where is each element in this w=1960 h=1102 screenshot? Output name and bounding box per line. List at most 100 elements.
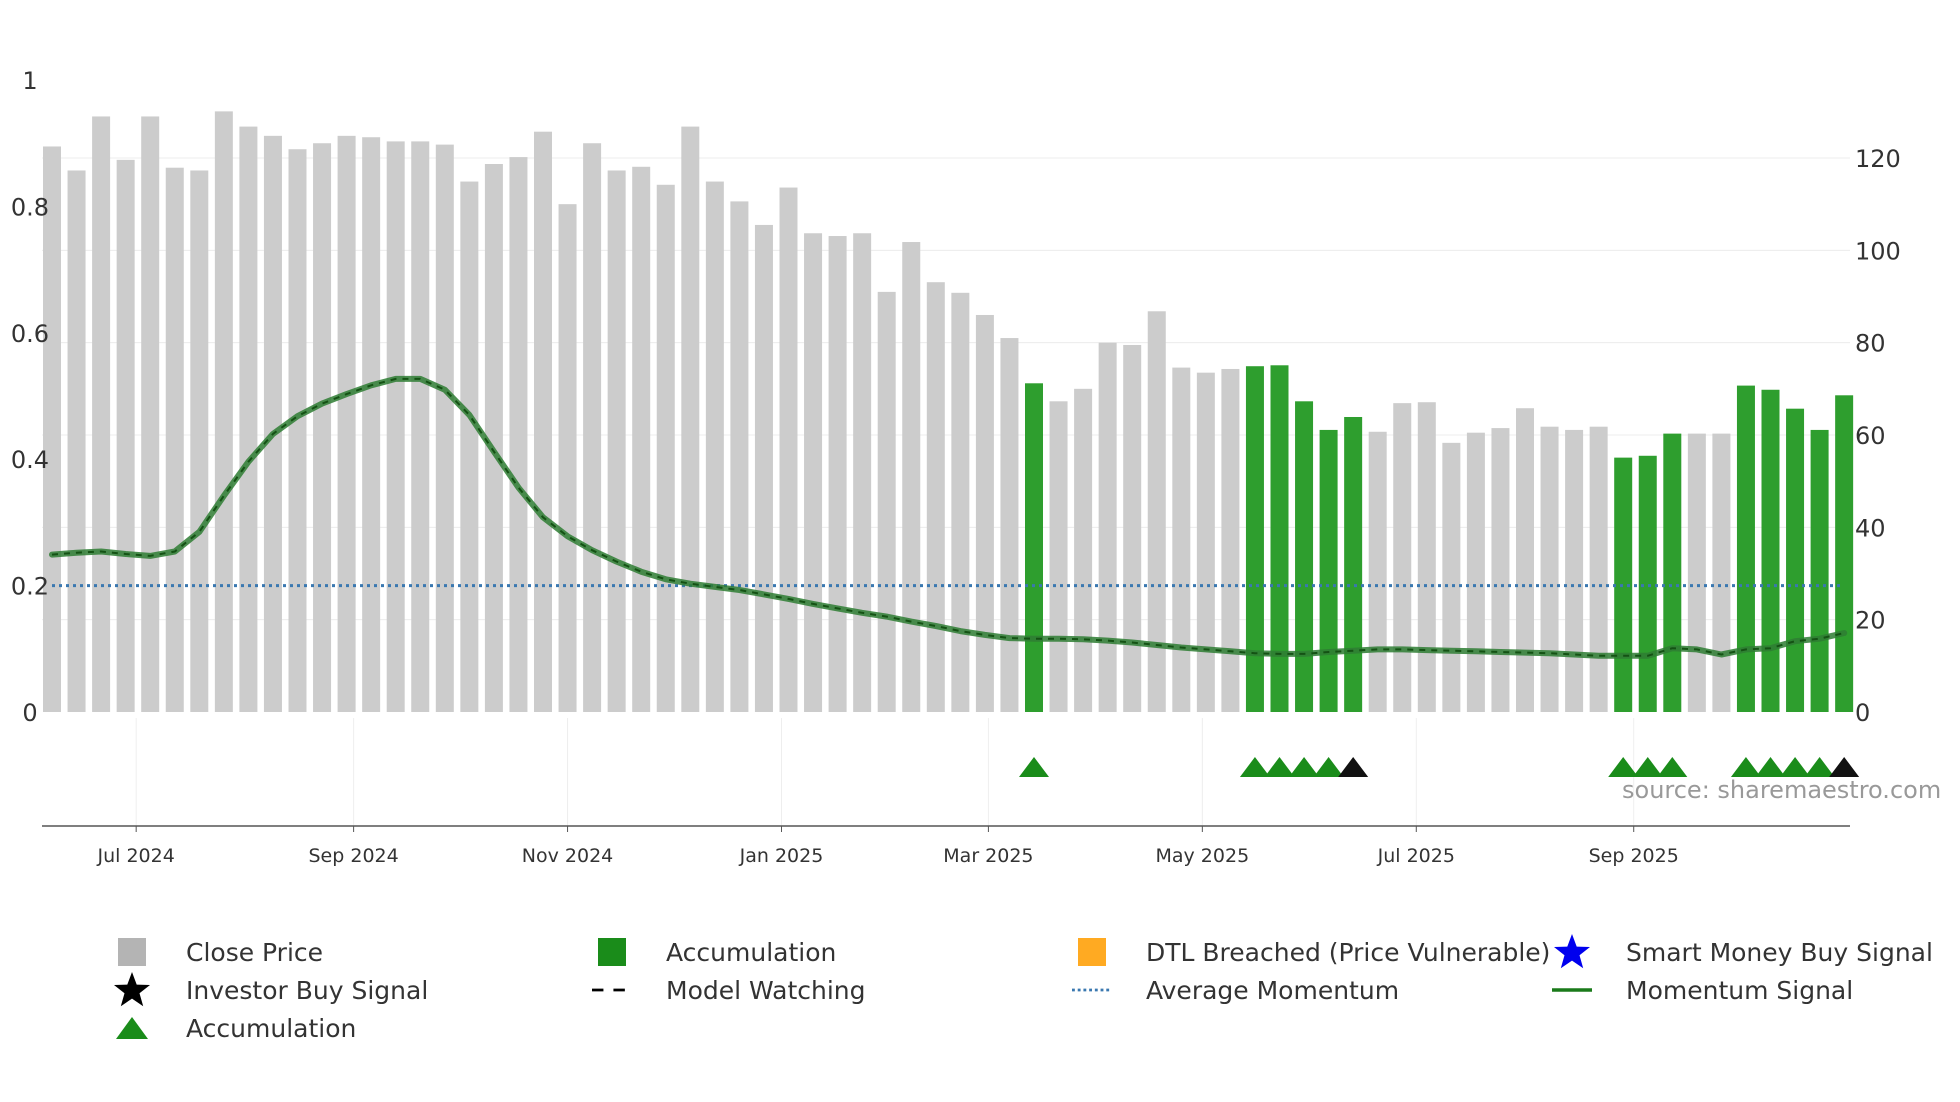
close-price-bar bbox=[460, 181, 479, 713]
x-tick-label: Sep 2025 bbox=[1589, 845, 1679, 867]
close-price-bar bbox=[1565, 429, 1584, 712]
accumulation-marker bbox=[1730, 757, 1761, 777]
close-price-bar bbox=[1516, 408, 1534, 712]
source-note: source: sharemaestro.com bbox=[1622, 776, 1942, 804]
close-price-bar bbox=[141, 116, 160, 712]
accumulation-marker bbox=[1264, 757, 1295, 777]
close-price-bar bbox=[877, 291, 896, 712]
close-price-bar bbox=[534, 131, 552, 712]
close-price-bar bbox=[951, 292, 970, 712]
price-bars bbox=[43, 111, 1854, 713]
accumulation-bar bbox=[1786, 408, 1805, 712]
left-tick-label: 0.4 bbox=[11, 446, 49, 474]
left-tick-label: 0 bbox=[22, 699, 37, 727]
right-tick-label: 40 bbox=[1855, 514, 1886, 542]
accumulation-marker bbox=[1657, 757, 1688, 777]
close-price-bar bbox=[239, 126, 258, 712]
close-price-bar bbox=[1221, 368, 1240, 712]
right-tick-label: 20 bbox=[1855, 607, 1886, 635]
close-price-bar bbox=[804, 233, 823, 713]
x-tick-label: Jul 2024 bbox=[97, 845, 175, 867]
right-tick-label: 80 bbox=[1855, 330, 1886, 358]
accumulation-marker bbox=[1780, 757, 1811, 777]
accumulation-bar bbox=[1319, 429, 1338, 712]
close-price-bar bbox=[362, 137, 381, 713]
close-price-bar bbox=[779, 187, 798, 713]
left-tick-label: 0.8 bbox=[11, 193, 49, 221]
close-price-bar bbox=[902, 242, 921, 713]
x-axis-ticks: Jul 2024 Sep 2024 Nov 2024 Jan 2025 Mar 2025… bbox=[97, 826, 1679, 867]
close-price-bar bbox=[730, 201, 749, 712]
close-price-bar bbox=[67, 170, 86, 713]
left-axis-ticks: 0 0.2 0.4 0.6 0.8 1 bbox=[11, 67, 49, 727]
accumulation-marker bbox=[1313, 757, 1344, 777]
accumulation-bar bbox=[1025, 383, 1043, 712]
x-tick-label: May 2025 bbox=[1155, 845, 1249, 867]
close-price-bar bbox=[1491, 428, 1510, 712]
signal-markers bbox=[1019, 757, 1860, 777]
close-price-bar bbox=[484, 164, 503, 713]
x-tick-label: Mar 2025 bbox=[943, 845, 1033, 867]
right-tick-label: 60 bbox=[1855, 422, 1886, 450]
momentum-signal-line bbox=[49, 375, 1848, 659]
close-price-bar bbox=[263, 135, 282, 713]
close-price-bar bbox=[214, 111, 233, 713]
accumulation-bar bbox=[1736, 385, 1755, 712]
close-price-bar bbox=[1123, 344, 1142, 712]
x-tick-label: Jul 2025 bbox=[1377, 845, 1455, 867]
close-price-bar bbox=[1393, 403, 1412, 712]
close-price-bar bbox=[1540, 426, 1559, 712]
close-price-bar bbox=[1147, 311, 1166, 712]
right-axis-ticks: 0 20 40 60 80 100 120 bbox=[1855, 145, 1901, 727]
accumulation-marker bbox=[1755, 757, 1786, 777]
accumulation-bar bbox=[1245, 366, 1264, 712]
accumulation-bar bbox=[1810, 429, 1829, 712]
accumulation-marker bbox=[1019, 757, 1049, 777]
close-price-bar bbox=[1442, 442, 1461, 712]
close-price-bar bbox=[656, 184, 675, 712]
close-price-bar bbox=[190, 170, 209, 713]
accumulation-marker bbox=[1239, 757, 1270, 777]
close-price-bar bbox=[1172, 367, 1191, 712]
left-tick-label: 0.6 bbox=[11, 320, 49, 348]
close-price-bar bbox=[435, 144, 454, 712]
close-price-bar bbox=[926, 282, 945, 712]
x-tick-label: Sep 2024 bbox=[309, 845, 399, 867]
close-price-bar bbox=[583, 143, 602, 712]
investor-buy-marker bbox=[1338, 757, 1369, 777]
close-price-bar bbox=[607, 170, 626, 713]
left-tick-label: 0.2 bbox=[11, 573, 49, 601]
accumulation-bar bbox=[1663, 433, 1682, 712]
close-price-bar bbox=[754, 224, 773, 713]
accumulation-marker bbox=[1289, 757, 1320, 777]
close-price-bar bbox=[288, 149, 307, 712]
close-price-bar bbox=[1687, 433, 1706, 712]
close-price-bar bbox=[337, 135, 356, 713]
accumulation-bar bbox=[1761, 389, 1780, 712]
left-tick-label: 1 bbox=[22, 67, 37, 95]
close-price-bar bbox=[411, 141, 430, 712]
close-price-bar bbox=[1098, 342, 1117, 712]
close-price-bar bbox=[1368, 431, 1387, 712]
accumulation-bar bbox=[1835, 395, 1854, 712]
close-price-bar bbox=[1589, 426, 1608, 712]
accumulation-bar bbox=[1344, 416, 1363, 712]
x-tick-label: Jan 2025 bbox=[739, 845, 824, 867]
close-price-bar bbox=[313, 143, 332, 712]
close-price-bar bbox=[116, 159, 135, 712]
momentum-signal-line bbox=[49, 375, 1848, 659]
close-price-bar bbox=[1417, 402, 1436, 712]
close-price-bar bbox=[386, 141, 405, 712]
investor-buy-marker bbox=[1829, 757, 1860, 777]
accumulation-marker bbox=[1608, 757, 1639, 777]
right-tick-label: 0 bbox=[1855, 699, 1870, 727]
accumulation-marker bbox=[1632, 757, 1663, 777]
close-price-bar bbox=[1712, 433, 1731, 712]
close-price-bar bbox=[558, 204, 577, 712]
close-price-bar bbox=[828, 236, 847, 712]
accumulation-bar bbox=[1614, 457, 1633, 712]
close-price-bar bbox=[509, 157, 528, 712]
right-tick-label: 100 bbox=[1855, 237, 1901, 265]
close-price-bar bbox=[705, 181, 724, 713]
